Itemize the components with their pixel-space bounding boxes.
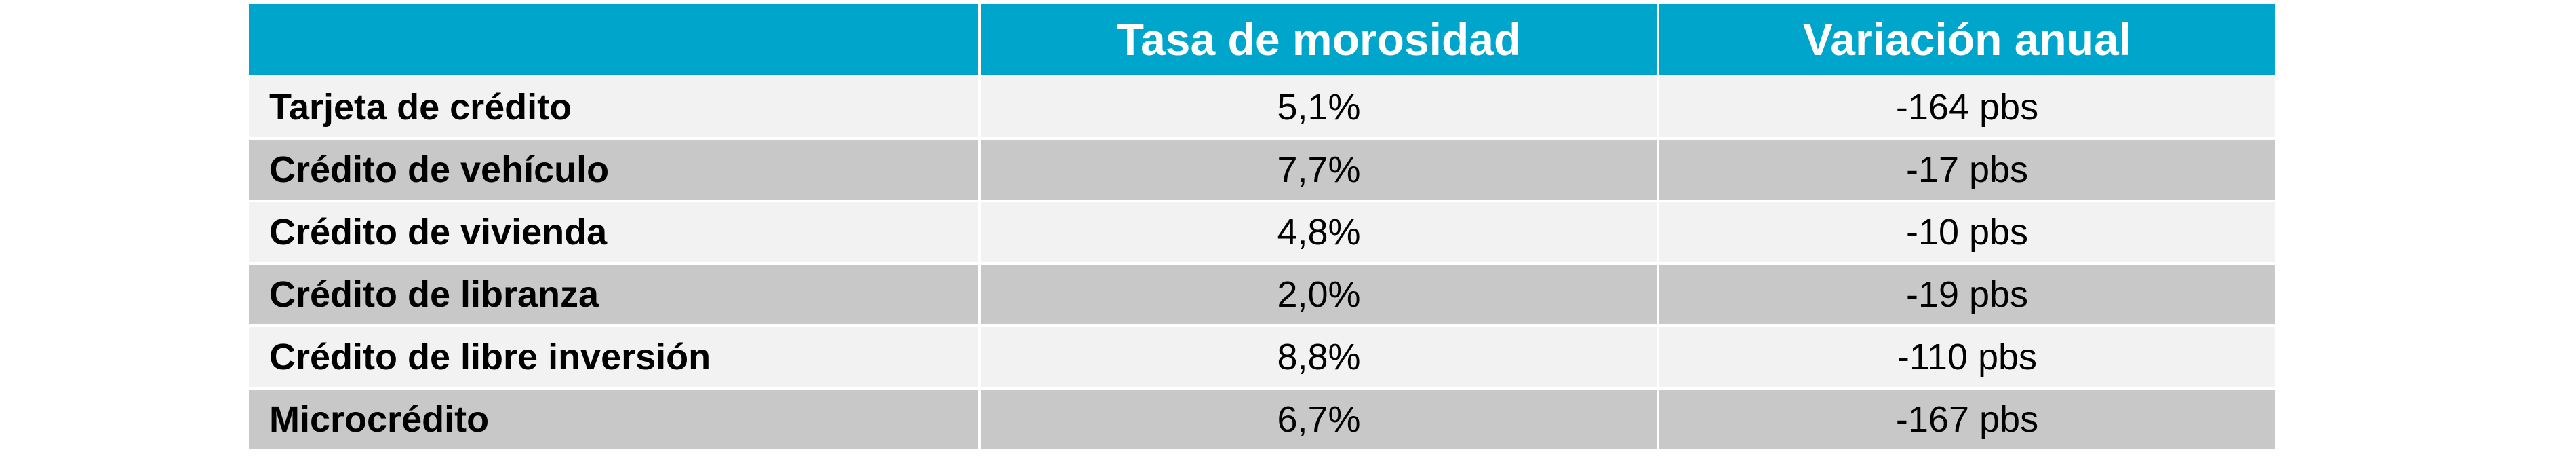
table-row: Microcrédito 6,7% -167 pbs bbox=[249, 388, 2275, 452]
row-label: Crédito de libre inversión bbox=[249, 326, 981, 390]
delinquency-table: Tasa de morosidad Variación anual Tarjet… bbox=[249, 4, 2275, 452]
row-label: Crédito de vivienda bbox=[249, 201, 981, 265]
row-label: Tarjeta de crédito bbox=[249, 76, 981, 140]
row-label: Crédito de libranza bbox=[249, 263, 981, 327]
header-empty-cell bbox=[249, 4, 981, 77]
table-row: Crédito de libre inversión 8,8% -110 pbs bbox=[249, 326, 2275, 390]
row-rate: 4,8% bbox=[980, 201, 1659, 265]
table-row: Crédito de libranza 2,0% -19 pbs bbox=[249, 263, 2275, 327]
row-change: -167 pbs bbox=[1658, 388, 2275, 452]
header-delinquency-rate: Tasa de morosidad bbox=[980, 4, 1659, 77]
row-rate: 6,7% bbox=[980, 388, 1659, 452]
table-row: Crédito de vehículo 7,7% -17 pbs bbox=[249, 138, 2275, 202]
row-rate: 5,1% bbox=[980, 76, 1659, 140]
row-rate: 2,0% bbox=[980, 263, 1659, 327]
row-change: -17 pbs bbox=[1658, 138, 2275, 202]
table-row: Tarjeta de crédito 5,1% -164 pbs bbox=[249, 76, 2275, 140]
table-header-row: Tasa de morosidad Variación anual bbox=[249, 4, 2275, 77]
row-label: Microcrédito bbox=[249, 388, 981, 452]
table-row: Crédito de vivienda 4,8% -10 pbs bbox=[249, 201, 2275, 265]
row-rate: 7,7% bbox=[980, 138, 1659, 202]
header-annual-change: Variación anual bbox=[1658, 4, 2275, 77]
row-change: -164 pbs bbox=[1658, 76, 2275, 140]
row-change: -110 pbs bbox=[1658, 326, 2275, 390]
row-label: Crédito de vehículo bbox=[249, 138, 981, 202]
row-change: -19 pbs bbox=[1658, 263, 2275, 327]
row-rate: 8,8% bbox=[980, 326, 1659, 390]
row-change: -10 pbs bbox=[1658, 201, 2275, 265]
